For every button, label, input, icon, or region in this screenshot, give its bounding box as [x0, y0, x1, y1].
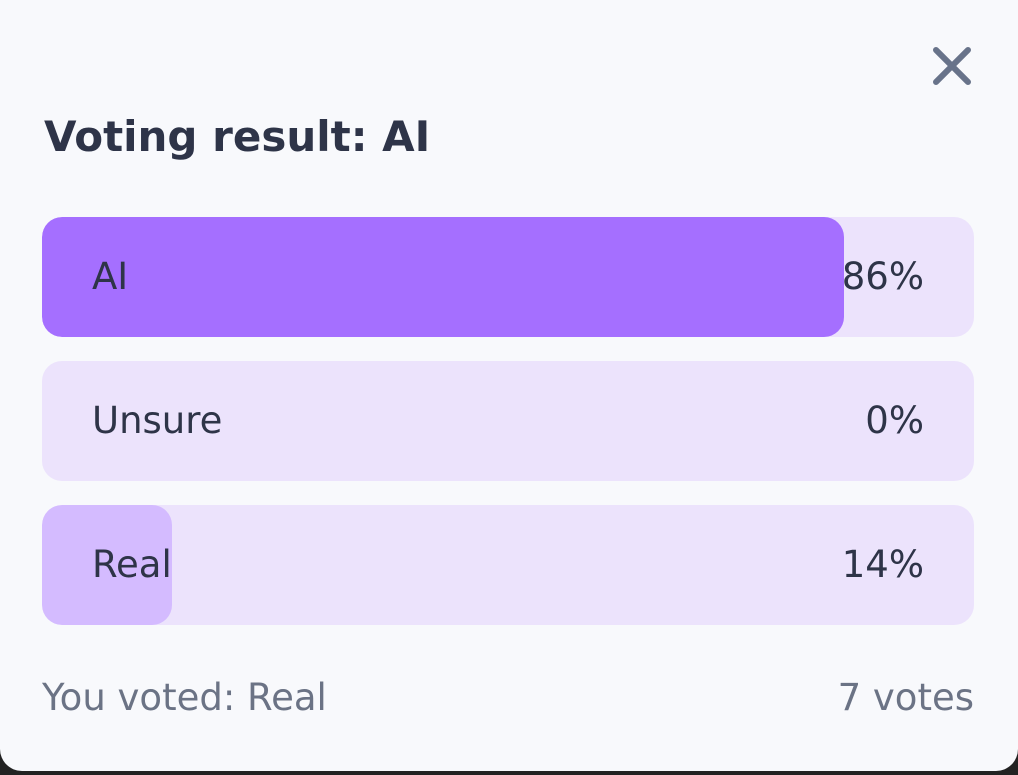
- close-button[interactable]: [928, 42, 976, 90]
- option-bar: [42, 505, 173, 625]
- option-percent: 86%: [841, 255, 924, 298]
- option-label: AI: [92, 255, 129, 298]
- option-percent: 0%: [865, 399, 924, 442]
- option-bar: [42, 217, 844, 337]
- title: Voting result: AI: [44, 112, 431, 161]
- option: Unsure 0%: [42, 361, 974, 481]
- option: AI 86%: [42, 217, 974, 337]
- vote-count: 7 votes: [837, 676, 974, 719]
- option-label: Real: [92, 543, 172, 586]
- option: Real 14%: [42, 505, 974, 625]
- option-label: Unsure: [92, 399, 223, 442]
- your-vote: You voted: Real: [42, 676, 327, 719]
- option-percent: 14%: [841, 543, 924, 586]
